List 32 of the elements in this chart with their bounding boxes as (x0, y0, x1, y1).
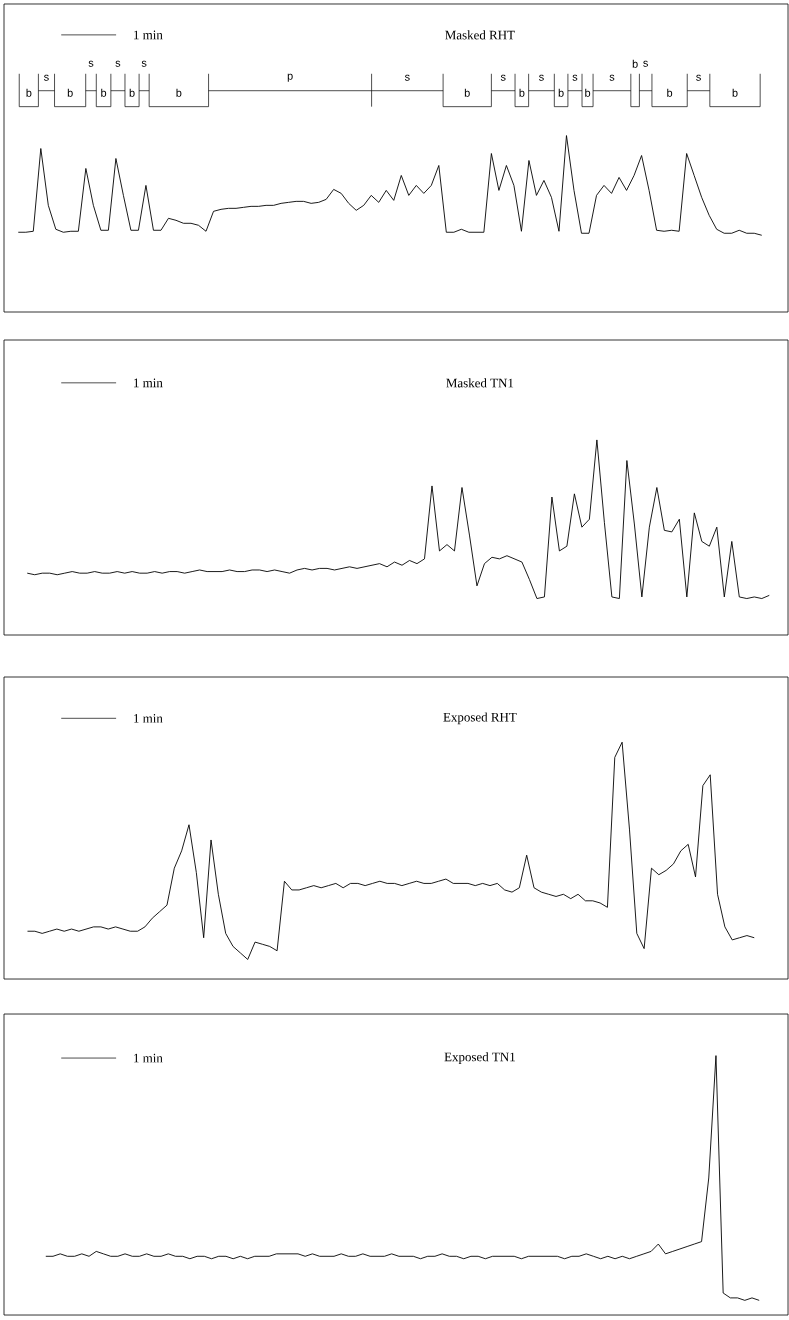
text: b (26, 88, 32, 97)
text: s (44, 74, 49, 81)
text: 1 min (134, 378, 163, 388)
text: b (519, 88, 525, 97)
text: 1 min (134, 714, 163, 723)
text: b (667, 88, 673, 97)
text: b (558, 88, 564, 97)
text: s (141, 60, 147, 67)
chart-title: Masked RHT (445, 30, 515, 40)
text: b (129, 88, 135, 97)
text: b (464, 88, 470, 97)
text: b (585, 88, 591, 97)
text: s (404, 74, 410, 81)
text: b (67, 88, 73, 97)
text: s (115, 60, 121, 67)
chart-title: Exposed RHT (443, 712, 517, 725)
text: s (500, 74, 506, 81)
text: s (539, 74, 544, 81)
text: b (632, 59, 638, 68)
text: 1 min (134, 30, 163, 40)
annotation: 1 min (134, 1053, 163, 1063)
text: p (287, 73, 293, 82)
text: b (101, 88, 107, 97)
chart-title: Exposed TN1 (444, 1052, 515, 1064)
text: s (643, 60, 648, 67)
text: s (609, 74, 615, 81)
text: s (572, 74, 578, 81)
text: b (176, 88, 182, 97)
text: s (88, 60, 94, 67)
text: s (696, 74, 701, 81)
text: b (732, 88, 738, 97)
chart-title: Masked TN1 (446, 378, 514, 388)
